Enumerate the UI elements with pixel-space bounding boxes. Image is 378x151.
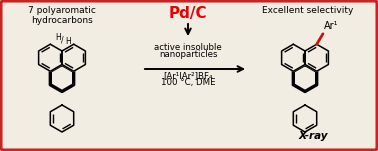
Polygon shape	[62, 44, 85, 71]
Text: /: /	[61, 35, 63, 44]
Text: Excellent selectivity: Excellent selectivity	[262, 6, 354, 15]
Text: [Ar¹IAr²]BF₄: [Ar¹IAr²]BF₄	[163, 71, 213, 80]
Polygon shape	[282, 44, 305, 71]
Polygon shape	[50, 105, 74, 132]
Text: 7 polyaromatic
hydrocarbons: 7 polyaromatic hydrocarbons	[28, 6, 96, 25]
Text: active insoluble: active insoluble	[154, 43, 222, 52]
Polygon shape	[293, 105, 317, 132]
Polygon shape	[39, 44, 62, 71]
Text: nanoparticles: nanoparticles	[159, 50, 217, 59]
Polygon shape	[50, 64, 74, 92]
Polygon shape	[293, 64, 317, 92]
Text: Pd/C: Pd/C	[169, 6, 207, 21]
Text: X-ray: X-ray	[298, 131, 328, 141]
Polygon shape	[305, 44, 328, 71]
Text: H: H	[65, 37, 71, 46]
Text: Ar¹: Ar¹	[324, 21, 338, 31]
Text: 100 °C, DME: 100 °C, DME	[161, 78, 215, 87]
Text: H: H	[55, 33, 61, 42]
